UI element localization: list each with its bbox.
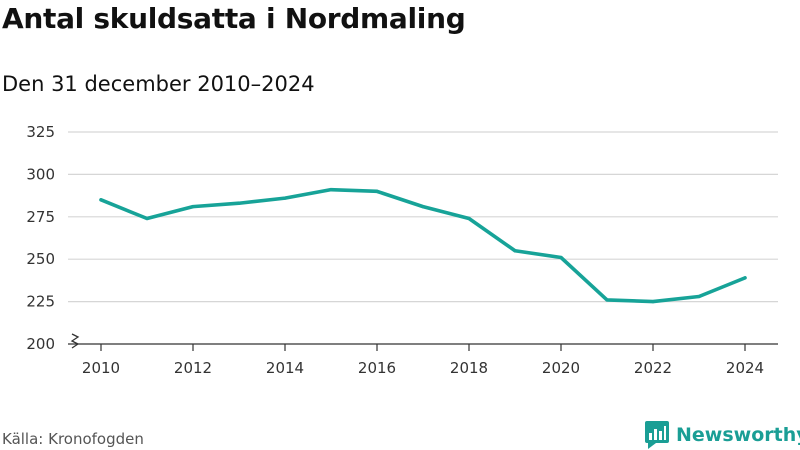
data-point	[651, 300, 655, 304]
brand-logo: Newsworthy	[644, 420, 800, 450]
y-tick-label: 325	[26, 123, 55, 141]
data-point	[467, 216, 471, 221]
data-point	[605, 298, 609, 302]
data-point	[421, 205, 425, 209]
gridlines	[68, 131, 778, 303]
chart-subtitle: Den 31 december 2010–2024	[2, 72, 315, 96]
y-tick-label: 225	[26, 293, 55, 311]
y-tick-label: 250	[26, 250, 55, 268]
x-tick-label: 2012	[174, 359, 212, 377]
data-point	[375, 189, 379, 193]
data-point	[329, 188, 333, 192]
data-point	[559, 255, 563, 260]
newsworthy-logo-icon	[645, 421, 669, 449]
data-point	[145, 216, 149, 221]
chart-title: Antal skuldsatta i Nordmaling	[2, 2, 466, 35]
y-tick-label: 300	[26, 165, 55, 183]
y-tick-label: 200	[26, 335, 55, 353]
data-point	[743, 276, 747, 280]
axis-break-icon	[70, 333, 80, 349]
data-point	[513, 249, 517, 253]
x-tick-label: 2016	[358, 359, 396, 377]
x-tick-label: 2024	[726, 359, 764, 377]
data-point	[237, 201, 241, 205]
brand-name: Newsworthy	[676, 424, 800, 446]
x-axis: 2010 2012 2014 2016 2018 2020 2022 2024	[68, 333, 778, 377]
y-axis-ticks: 200 225 250 275 300 325	[26, 123, 55, 353]
series-layer	[99, 187, 747, 304]
x-tick-label: 2022	[634, 359, 672, 377]
x-tick-label: 2018	[450, 359, 488, 377]
x-tick-label: 2014	[266, 359, 304, 377]
x-tick-label: 2020	[542, 359, 580, 377]
data-point	[283, 196, 287, 200]
y-tick-label: 275	[26, 208, 55, 226]
data-point	[697, 294, 701, 299]
data-point	[191, 205, 195, 209]
data-point	[99, 198, 103, 202]
x-tick-label: 2010	[82, 359, 120, 377]
source-note: Källa: Kronofogden	[2, 430, 144, 448]
